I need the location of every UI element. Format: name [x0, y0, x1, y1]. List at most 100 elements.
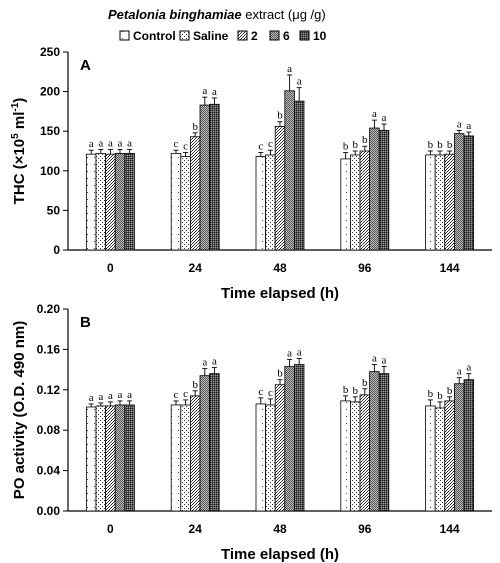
legend-items: Control Saline 2 6 10 — [119, 29, 327, 43]
significance-letter: a — [466, 120, 471, 132]
significance-letter: c — [174, 138, 179, 150]
y-axis-title-sup2: -1 — [10, 102, 21, 111]
significance-letter: a — [202, 357, 207, 369]
bar-6-24 — [199, 104, 211, 251]
legend-title-unit: extract (μg /g) — [242, 7, 326, 22]
bar-saline-24 — [180, 404, 191, 512]
bar-6-0 — [114, 404, 126, 512]
significance-letter: b — [343, 384, 349, 396]
significance-letter: a — [297, 76, 302, 88]
bar-6-96 — [369, 127, 380, 251]
y-tick-label: 0.00 — [37, 504, 61, 518]
y-axis-title: THC (×105 ml-1) — [10, 98, 28, 205]
significance-letter: a — [466, 362, 471, 374]
significance-letter: b — [192, 379, 198, 391]
bar-10-144 — [463, 379, 475, 512]
bar-saline-48 — [265, 404, 276, 512]
panel-label: A — [80, 57, 91, 74]
bar-2-144 — [444, 153, 455, 251]
legend-title: Petalonia binghamiae extract (μg /g) — [108, 7, 326, 22]
bar-2-96 — [359, 150, 371, 251]
y-tick-label: 150 — [40, 124, 60, 138]
significance-letter: a — [98, 137, 103, 149]
significance-letter: a — [382, 112, 387, 124]
significance-letter: b — [437, 390, 443, 402]
significance-letter: a — [89, 138, 94, 150]
y-tick-label: 200 — [40, 85, 60, 99]
significance-letter: a — [89, 392, 94, 404]
legend-label: 2 — [251, 29, 258, 43]
significance-letter: b — [447, 139, 453, 151]
significance-letter: a — [297, 346, 302, 358]
x-tick-label: 48 — [273, 522, 287, 536]
significance-letter: b — [428, 139, 434, 151]
significance-letter: a — [202, 85, 207, 97]
y-tick-label: 0.08 — [37, 423, 61, 437]
significance-letter: a — [372, 108, 377, 120]
x-tick-label: 96 — [358, 261, 372, 275]
significance-letter: a — [212, 86, 217, 98]
bar-control-0 — [86, 406, 97, 512]
significance-letter: c — [183, 141, 188, 153]
bar-6-48 — [284, 90, 295, 251]
bar-saline-24 — [180, 156, 191, 251]
x-axis-title: Time elapsed (h) — [221, 285, 339, 302]
x-tick-label: 0 — [107, 522, 114, 536]
bar-2-0 — [105, 405, 116, 512]
significance-letter: a — [127, 137, 132, 149]
significance-letter: a — [127, 389, 132, 401]
bar-2-144 — [444, 400, 455, 512]
x-axis-title: Time elapsed (h) — [221, 546, 339, 563]
significance-letter: b — [362, 134, 368, 146]
significance-letter: b — [437, 139, 443, 151]
legend-label: Control — [133, 29, 176, 43]
legend-swatch — [299, 30, 310, 41]
y-axis-title-sup: 5 — [10, 133, 21, 139]
bar-10-48 — [293, 100, 305, 251]
legend: Petalonia binghamiae extract (μg /g) Con… — [108, 7, 327, 43]
significance-letter: a — [108, 390, 113, 402]
significance-letter: a — [382, 355, 387, 367]
significance-letter: c — [268, 138, 273, 150]
bar-10-96 — [378, 130, 390, 251]
legend-label: Saline — [193, 29, 229, 43]
x-tick-label: 144 — [440, 261, 460, 275]
bar-6-144 — [453, 383, 465, 512]
bar-6-144 — [453, 133, 465, 251]
significance-letter: a — [457, 366, 462, 378]
x-tick-label: 48 — [273, 261, 287, 275]
significance-letter: a — [118, 389, 123, 401]
y-tick-label: 0.04 — [37, 464, 61, 478]
y-tick-label: 0.20 — [37, 302, 61, 316]
bar-saline-96 — [349, 401, 361, 512]
significance-letter: c — [268, 387, 273, 399]
bar-control-96 — [340, 158, 351, 251]
bar-10-24 — [209, 103, 220, 251]
bar-2-96 — [359, 394, 371, 512]
y-axis-title-main: THC (×10 — [11, 139, 28, 204]
significance-letter: c — [183, 388, 188, 400]
significance-letter: c — [174, 389, 179, 401]
legend-swatch — [179, 30, 190, 41]
significance-letter: b — [343, 141, 349, 153]
bar-2-48 — [274, 384, 286, 512]
bar-control-24 — [170, 404, 182, 512]
y-tick-label: 100 — [40, 164, 60, 178]
legend-title-species: Petalonia binghamiae — [108, 7, 242, 22]
significance-letter: a — [212, 356, 217, 368]
bar-10-24 — [209, 373, 220, 512]
significance-letter: c — [258, 141, 263, 153]
bar-saline-144 — [434, 407, 446, 512]
bar-10-48 — [293, 364, 305, 512]
significance-letter: b — [447, 385, 453, 397]
significance-letter: a — [118, 137, 123, 149]
bar-10-96 — [378, 373, 390, 512]
bar-control-48 — [255, 156, 267, 251]
bar-6-24 — [199, 375, 211, 512]
y-axis-title-main: PO activity (O.D. 490 nm) — [11, 321, 28, 499]
significance-letter: b — [192, 121, 198, 133]
x-tick-label: 144 — [440, 522, 460, 536]
bar-saline-96 — [349, 154, 361, 251]
